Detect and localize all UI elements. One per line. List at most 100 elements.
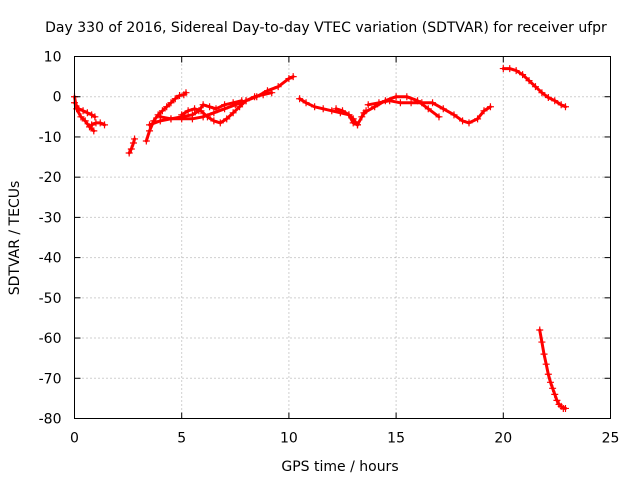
data-point: [542, 360, 550, 368]
x-tick-label: 20: [494, 431, 512, 447]
y-tick-label: 0: [53, 90, 62, 106]
data-point: [561, 404, 569, 412]
data-point: [525, 77, 533, 85]
y-tick-label: -80: [39, 412, 62, 428]
data-point: [142, 137, 150, 145]
y-tick-label: -40: [39, 251, 62, 267]
data-point: [296, 95, 304, 103]
data-point: [129, 139, 137, 147]
data-point: [531, 83, 539, 91]
data-point: [289, 73, 297, 81]
data-point: [429, 99, 437, 107]
data-point: [176, 92, 184, 100]
data-point: [268, 89, 276, 97]
data-point: [216, 119, 224, 127]
data-point: [101, 121, 109, 129]
series-arc8: [156, 97, 246, 123]
data-point: [354, 121, 362, 129]
series-arc7: [178, 89, 276, 127]
data-point: [536, 326, 544, 334]
data-point: [75, 105, 83, 113]
series-arc3: [88, 119, 109, 129]
data-point: [167, 99, 175, 107]
data-point: [319, 105, 327, 113]
grid-layer: [74, 56, 611, 419]
series-trace: [366, 99, 492, 125]
data-point: [311, 103, 319, 111]
data-point: [199, 101, 207, 109]
y-tick-label: -50: [39, 291, 62, 307]
data-point: [259, 91, 267, 99]
series-arc11: [360, 93, 443, 121]
data-point: [125, 149, 133, 157]
x-tick-label: 10: [280, 431, 298, 447]
data-point: [332, 105, 340, 113]
data-point: [127, 145, 135, 153]
data-point: [553, 396, 561, 404]
data-point: [156, 113, 164, 121]
data-point: [512, 67, 520, 75]
series-trace: [362, 95, 441, 119]
data-point: [328, 107, 336, 115]
data-point: [551, 390, 559, 398]
data-point: [81, 117, 89, 125]
data-point: [403, 93, 411, 101]
series-arc12: [364, 97, 494, 127]
data-point: [499, 65, 507, 73]
data-point: [167, 115, 175, 123]
data-point: [79, 107, 87, 115]
data-point: [435, 113, 443, 121]
data-point: [358, 113, 366, 121]
data-layer: [71, 65, 569, 412]
data-point: [459, 117, 467, 125]
data-point: [251, 93, 259, 101]
data-point: [285, 75, 293, 83]
data-point: [349, 119, 357, 127]
data-point: [146, 121, 154, 129]
data-point: [557, 101, 565, 109]
data-point: [339, 107, 346, 115]
data-point: [158, 107, 166, 115]
data-point: [465, 119, 473, 127]
data-point: [486, 103, 494, 111]
y-tick-label: 10: [44, 50, 62, 66]
data-point: [360, 109, 368, 117]
data-point: [163, 103, 171, 111]
data-point: [480, 107, 488, 115]
data-point: [439, 105, 447, 113]
data-point: [540, 350, 548, 358]
data-point: [77, 113, 85, 121]
data-point: [506, 65, 514, 73]
data-point: [206, 103, 214, 111]
data-point: [178, 113, 186, 121]
series-arc4: [125, 135, 139, 157]
series-arc2: [71, 99, 99, 121]
y-tick-label: -30: [39, 210, 62, 226]
data-point: [549, 384, 557, 392]
data-point: [392, 93, 400, 101]
data-point: [519, 71, 527, 79]
data-point: [424, 105, 432, 113]
series-arc6: [146, 73, 297, 129]
series-arc10: [332, 105, 370, 129]
data-point: [474, 115, 482, 123]
data-point: [544, 94, 552, 102]
data-point: [544, 370, 552, 378]
data-point: [210, 109, 218, 117]
data-point: [551, 97, 559, 105]
tick-layer: 0 5 10 15 20 25 10 0 -10 -20 -30 -40 -50 -60 -70 -80: [39, 50, 620, 447]
data-point: [302, 99, 310, 107]
data-point: [561, 103, 569, 111]
x-axis-label: GPS time / hours: [281, 459, 398, 475]
data-point: [188, 111, 196, 119]
y-axis-label: SDTVAR / TECUs: [7, 181, 23, 296]
data-point: [171, 95, 179, 103]
data-point: [407, 99, 415, 107]
data-point: [546, 378, 554, 386]
data-point: [88, 121, 96, 129]
series-arc13: [499, 65, 569, 111]
data-point: [538, 89, 546, 97]
data-point: [182, 89, 190, 97]
data-point: [238, 97, 246, 105]
data-point: [386, 97, 394, 105]
